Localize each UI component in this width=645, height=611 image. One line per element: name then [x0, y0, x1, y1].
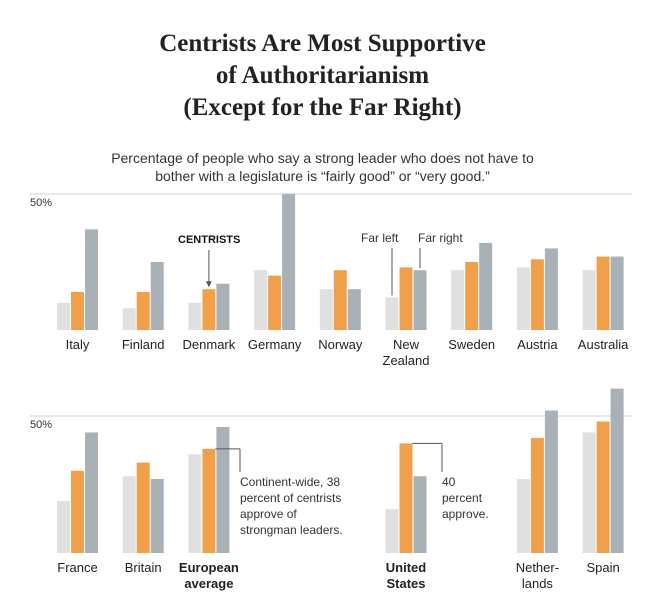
bar [202, 289, 216, 330]
x-tick-label: Austria [517, 337, 558, 352]
x-tick-label: European average [178, 560, 239, 591]
y-tick-label: 50% [30, 197, 53, 209]
series-label: Far right [418, 231, 463, 245]
bar [530, 437, 544, 553]
bar [544, 410, 558, 553]
annotation: Continent-wide, 38 percent of centrists … [240, 475, 343, 537]
bar [596, 256, 610, 330]
series-label: Far left [361, 231, 399, 245]
bar [582, 432, 596, 553]
bar [188, 454, 202, 553]
bar [544, 248, 558, 330]
x-tick-label: Norway [318, 337, 363, 352]
x-tick-label: Sweden [448, 337, 496, 352]
x-tick-label: Denmark [182, 337, 236, 352]
bar [150, 479, 164, 553]
bar [85, 229, 98, 330]
y-tick-label: 50% [30, 419, 53, 431]
x-tick-label: Spain [586, 560, 620, 575]
x-tick-label: Italy [65, 337, 90, 352]
x-tick-label: France [57, 560, 98, 575]
x-tick-label: Nether- lands [515, 560, 560, 591]
bar [516, 479, 530, 553]
bar [596, 421, 610, 553]
bar [413, 270, 427, 330]
bar [319, 289, 333, 330]
series-label: CENTRISTS [178, 234, 241, 246]
bar [216, 283, 230, 330]
bar [122, 476, 136, 553]
bar [465, 262, 479, 330]
bar [347, 289, 361, 330]
x-tick-label: Britain [124, 560, 162, 575]
bar [57, 500, 70, 553]
x-tick-label: New Zealand [382, 337, 430, 368]
bar [479, 242, 493, 330]
bar [530, 259, 544, 330]
x-tick-label: Germany [247, 337, 302, 352]
x-tick-label: Finland [121, 337, 165, 352]
bar [254, 270, 268, 330]
bar [610, 388, 624, 553]
bar [516, 267, 530, 330]
chart-subtitle: Percentage of people who say a strong le… [111, 150, 534, 184]
chart-title: Centrists Are Most Supportive of Authori… [159, 30, 486, 121]
bar [333, 270, 347, 330]
bar [610, 256, 624, 330]
bar [122, 308, 136, 330]
bar [150, 262, 164, 330]
bar [399, 267, 413, 330]
x-tick-label: Australia [577, 337, 629, 352]
annotation: 40 percent approve. [442, 475, 489, 521]
bar [399, 443, 413, 553]
bar [71, 470, 84, 553]
bar [136, 462, 150, 553]
arrow-head [205, 281, 212, 288]
bar [385, 509, 399, 553]
bar [85, 432, 98, 553]
bar [268, 275, 282, 330]
bar [136, 291, 150, 330]
bar [57, 302, 70, 330]
bar [71, 291, 84, 330]
bar [385, 297, 399, 330]
bar [216, 426, 230, 553]
bar [188, 302, 202, 330]
bar [202, 448, 216, 553]
x-tick-label: United States [385, 560, 427, 591]
bar [413, 476, 427, 553]
bar [451, 270, 465, 330]
bar [582, 270, 596, 330]
bar [282, 194, 296, 330]
